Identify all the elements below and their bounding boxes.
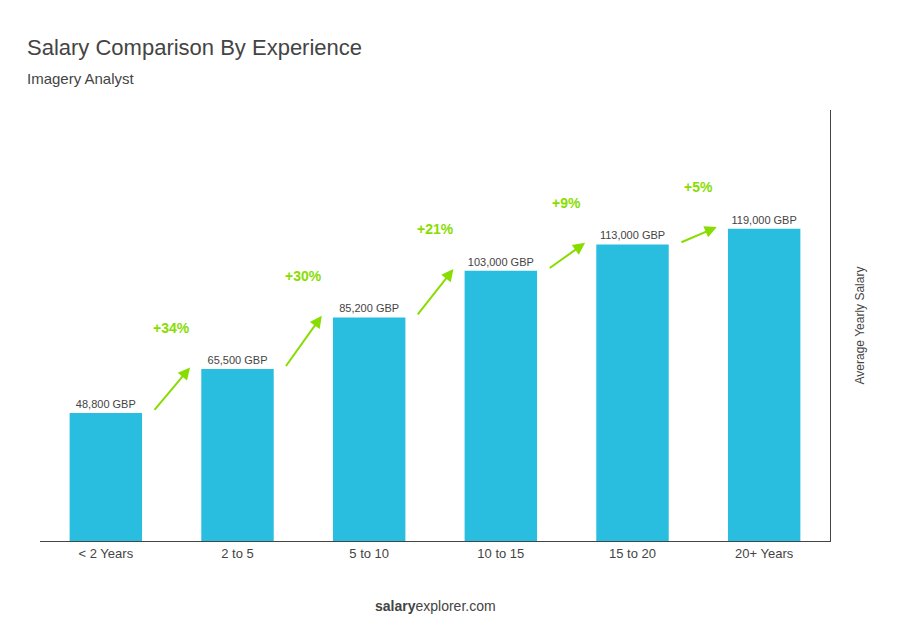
svg-text:< 2 Years: < 2 Years [79, 546, 134, 561]
svg-text:+30%: +30% [285, 268, 322, 284]
svg-text:5 to 10: 5 to 10 [349, 546, 389, 561]
svg-text:65,500 GBP: 65,500 GBP [208, 354, 268, 366]
svg-text:20+ Years: 20+ Years [735, 546, 794, 561]
svg-text:10 to 15: 10 to 15 [477, 546, 524, 561]
svg-text:Salary Comparison By Experienc: Salary Comparison By Experience [27, 35, 362, 60]
svg-text:+21%: +21% [417, 221, 454, 237]
svg-text:+5%: +5% [684, 179, 713, 195]
svg-text:2 to 5: 2 to 5 [221, 546, 254, 561]
svg-text:salaryexplorer.com: salaryexplorer.com [375, 598, 496, 614]
svg-text:Imagery Analyst: Imagery Analyst [27, 70, 135, 87]
svg-text:15 to 20: 15 to 20 [609, 546, 656, 561]
svg-text:48,800 GBP: 48,800 GBP [76, 398, 136, 410]
svg-text:113,000 GBP: 113,000 GBP [600, 229, 665, 241]
svg-text:+34%: +34% [153, 320, 190, 336]
svg-text:85,200 GBP: 85,200 GBP [339, 302, 399, 314]
svg-text:119,000 GBP: 119,000 GBP [732, 214, 797, 226]
svg-text:Average Yearly Salary: Average Yearly Salary [853, 267, 867, 385]
svg-text:103,000 GBP: 103,000 GBP [468, 256, 534, 268]
svg-text:+9%: +9% [552, 195, 581, 211]
